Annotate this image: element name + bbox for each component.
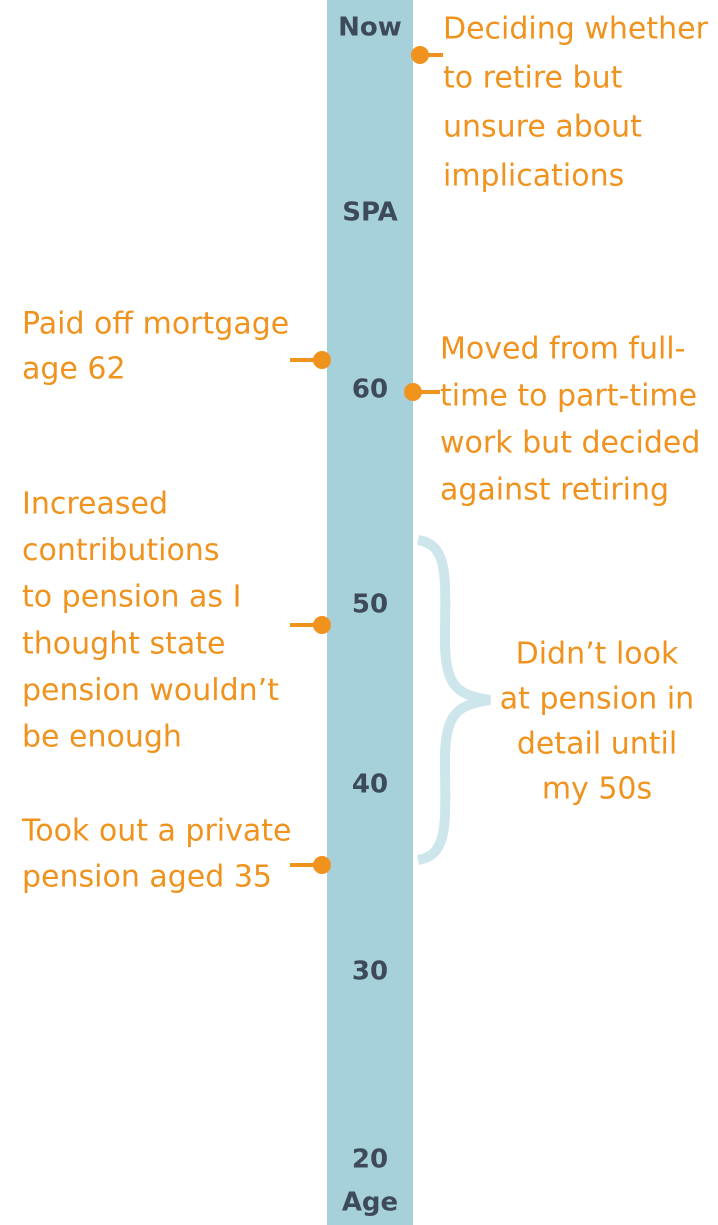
brace [416,535,491,865]
event-dot [411,46,429,64]
event-text: contributions [22,533,219,568]
event-text: Paid off mortgage [22,307,289,342]
event-dot [313,856,331,874]
axis-label: 50 [352,590,388,620]
event-text: to retire but [443,61,623,96]
axis-label: SPA [342,198,398,228]
event-text: be enough [22,720,182,755]
timeline-bar [327,0,413,1225]
note-text: detail until [517,727,677,762]
event-dot [404,383,422,401]
note-text: at pension in [500,682,694,717]
event-text: pension aged 35 [22,860,272,895]
event-text: implications [443,159,624,194]
event-text: to pension as I [22,580,241,615]
event-text: Took out a private [21,814,292,849]
event-text: thought state [22,626,226,661]
axis-label: 20 [352,1145,388,1175]
axis-label: Now [338,13,402,43]
event-text: time to part-time [440,379,697,414]
axis-label: 40 [352,770,388,800]
note-text: Didn’t look [516,637,679,672]
event-text: age 62 [22,352,126,387]
event-dot [313,351,331,369]
event-text: Deciding whether [443,12,709,47]
event-dot [313,616,331,634]
event-text: against retiring [440,473,669,508]
event-text: Moved from full- [440,332,685,367]
event-text: work but decided [440,426,700,461]
event-text: Increased [22,487,168,522]
axis-label: 60 [352,375,388,405]
event-text: unsure about [443,110,642,145]
event-text: pension wouldn’t [22,673,279,708]
axis-label: 30 [352,957,388,987]
note-text: my 50s [542,772,652,807]
axis-title: Age [342,1188,398,1218]
